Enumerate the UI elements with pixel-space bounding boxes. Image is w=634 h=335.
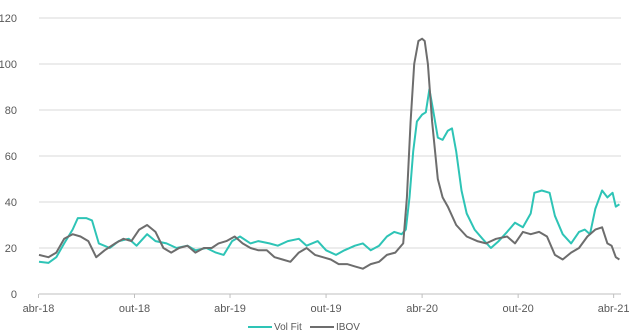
x-tick-label: out-19 — [310, 303, 341, 315]
y-axis: 0 20 40 60 80 100 120 — [0, 13, 17, 301]
legend: Vol Fit IBOV — [248, 322, 360, 333]
x-axis: abr-18 out-18 abr-19 out-19 abr-20 out-20 abr-… — [23, 293, 630, 315]
x-tick-label: out-20 — [503, 303, 534, 315]
gridlines — [39, 17, 621, 249]
legend-label: Vol Fit — [274, 322, 302, 333]
y-tick-label: 40 — [5, 197, 17, 209]
y-tick-label: 120 — [0, 13, 17, 25]
y-tick-label: 0 — [11, 289, 17, 301]
y-tick-label: 60 — [5, 151, 17, 163]
y-tick-label: 100 — [0, 59, 17, 71]
legend-label: IBOV — [336, 322, 360, 333]
x-tick-label: abr-18 — [23, 303, 55, 315]
y-tick-label: 80 — [5, 105, 17, 117]
series-line-ibov — [38, 37, 620, 270]
x-tick-label: out-18 — [119, 303, 150, 315]
series-group — [38, 37, 620, 270]
series-line-vol-fit — [38, 88, 620, 264]
y-tick-label: 20 — [5, 243, 17, 255]
x-tick-label: abr-19 — [214, 303, 246, 315]
x-tick-label: abr-20 — [406, 303, 438, 315]
x-tick-label: abr-21 — [598, 303, 630, 315]
